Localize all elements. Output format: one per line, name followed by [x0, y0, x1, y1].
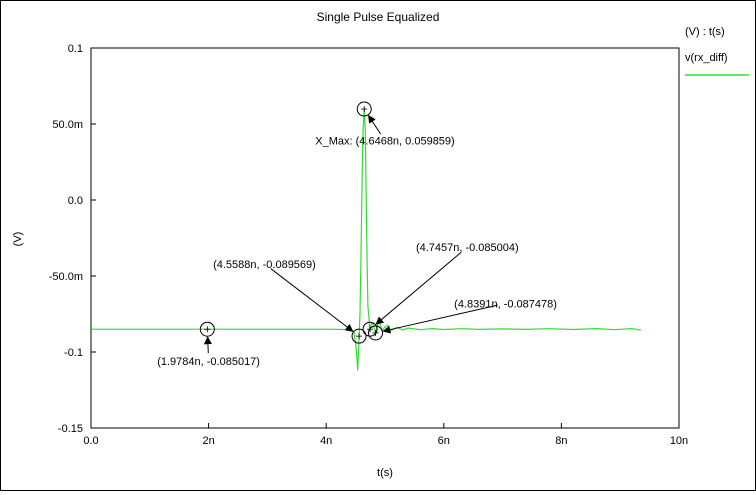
x-tick-label: 4n [320, 435, 332, 447]
marker-arrow [375, 251, 462, 325]
y-tick-label: -0.1 [64, 347, 83, 359]
chart-title: Single Pulse Equalized [317, 10, 440, 24]
marker[interactable]: (1.9784n, -0.085017) [157, 321, 260, 368]
marker-label: (4.7457n, -0.085004) [416, 242, 519, 254]
marker-circle[interactable] [351, 328, 367, 344]
marker-arrow [368, 114, 382, 135]
legend[interactable]: (V) : t(s) v(rx_diff) [685, 26, 749, 76]
marker[interactable]: (4.5588n, -0.089569) [213, 259, 367, 344]
y-axis: 0.1 50.0m 0.0 -50.0m -0.1 -0.15 [49, 43, 96, 435]
marker-layer: X_Max: (4.6468n, 0.059859) (4.5588n, -0.0… [157, 101, 557, 368]
marker-arrow [382, 304, 498, 334]
marker-label: (4.8391n, -0.087478) [454, 298, 557, 310]
marker-circle[interactable] [356, 101, 372, 117]
series-layer [91, 108, 641, 371]
x-tick-label: 0.0 [83, 435, 98, 447]
x-axis: 0.0 2n 4n 6n 8n 10n [83, 423, 688, 447]
marker-label: (4.5588n, -0.089569) [213, 259, 316, 271]
marker[interactable]: X_Max: (4.6468n, 0.059859) [315, 101, 455, 148]
x-tick-label: 2n [202, 435, 214, 447]
legend-entry-label: v(rx_diff) [685, 52, 728, 64]
plot-area [90, 47, 680, 429]
y-tick-label: 0.0 [68, 195, 83, 207]
legend-header: (V) : t(s) [685, 26, 725, 38]
y-tick-label: -50.0m [49, 271, 83, 283]
y-tick-label: 50.0m [52, 119, 83, 131]
x-axis-label: t(s) [377, 467, 393, 479]
marker[interactable]: (4.8391n, -0.087478) [368, 298, 557, 341]
marker-label: X_Max: (4.6468n, 0.059859) [315, 136, 454, 148]
marker-circle[interactable] [362, 321, 378, 337]
series-line [91, 108, 641, 371]
marker-label: (1.9784n, -0.085017) [157, 356, 260, 368]
x-tick-label: 10n [670, 435, 688, 447]
y-tick-label: 0.1 [68, 43, 83, 55]
marker-arrow [203, 336, 212, 354]
y-axis-label: (V) [12, 232, 24, 247]
y-tick-label: -0.15 [58, 423, 83, 435]
x-tick-label: 6n [438, 435, 450, 447]
x-tick-label: 8n [555, 435, 567, 447]
marker-arrow [270, 268, 354, 332]
